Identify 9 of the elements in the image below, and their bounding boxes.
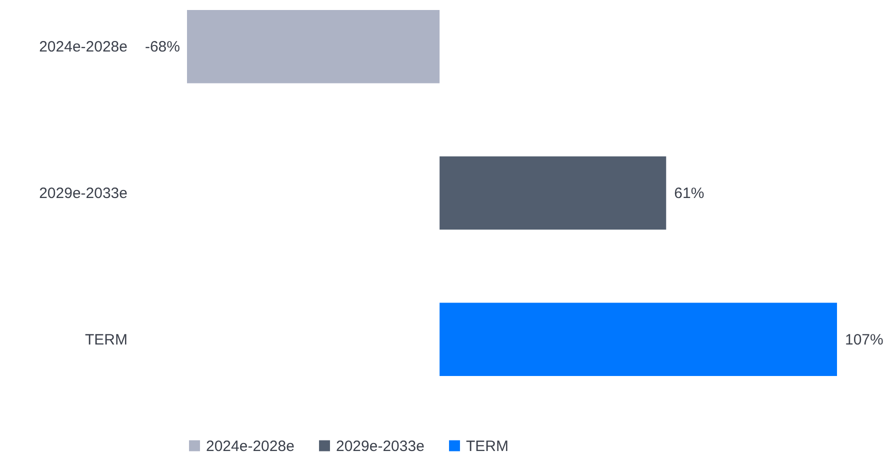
data-label: 107% xyxy=(845,331,884,348)
legend-label: 2029e-2033e xyxy=(336,438,424,455)
y-tick-label: 2024e-2028e xyxy=(39,38,128,56)
legend-label: 2024e-2028e xyxy=(206,438,294,455)
y-tick-label: 2029e-2033e xyxy=(39,185,128,202)
data-label: 61% xyxy=(674,185,704,202)
data-label: -68% xyxy=(144,38,180,56)
y-tick-label: TERM xyxy=(85,331,128,348)
legend-label: TERM xyxy=(466,438,508,455)
